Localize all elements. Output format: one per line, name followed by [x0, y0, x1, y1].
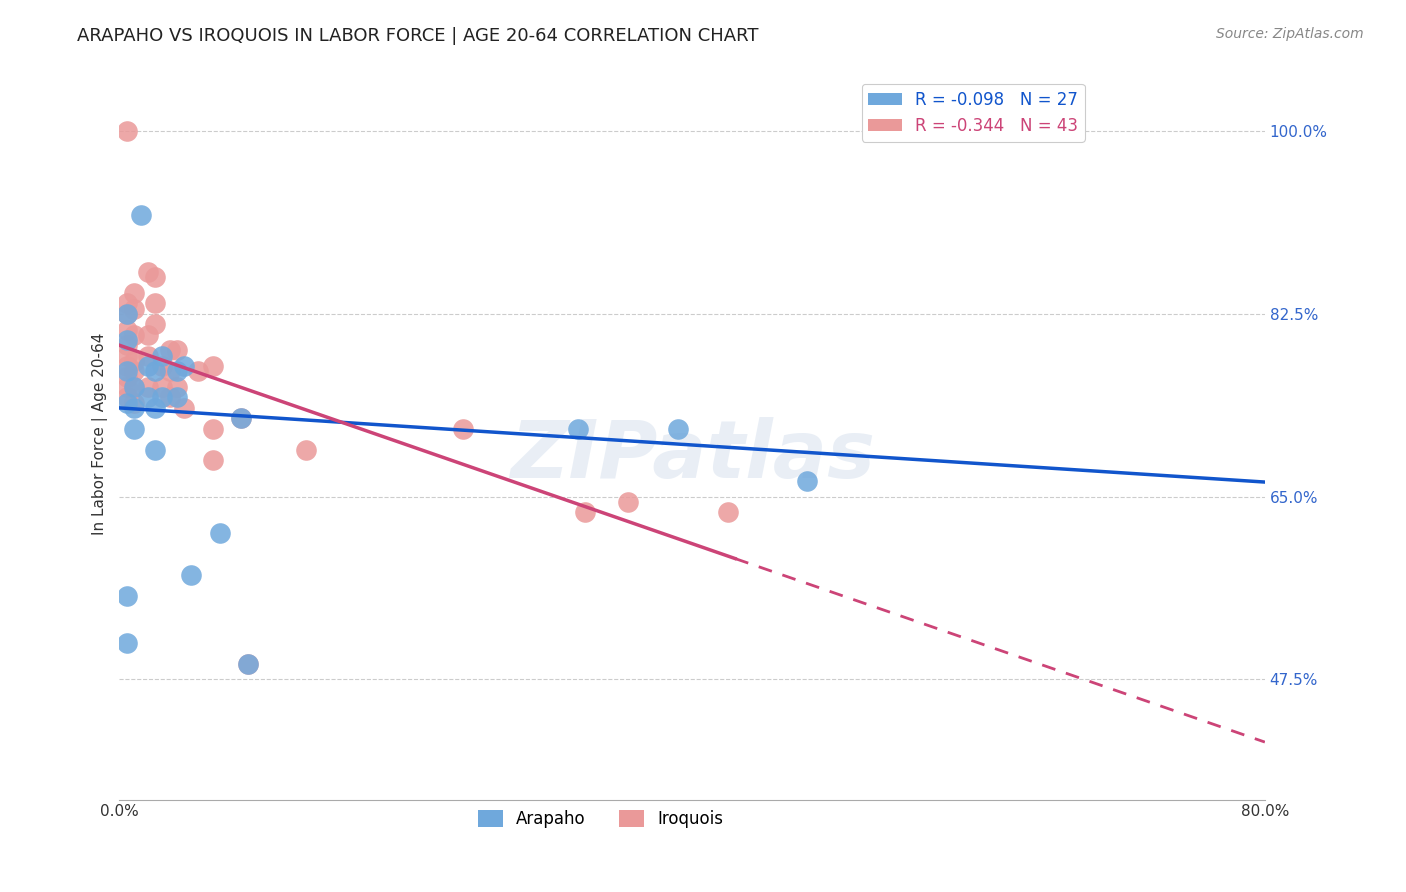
Point	[115, 395, 138, 409]
Point	[143, 442, 166, 457]
Point	[115, 349, 138, 363]
Point	[231, 411, 253, 425]
Point	[166, 343, 188, 358]
Point	[201, 453, 224, 467]
Text: ARAPAHO VS IROQUOIS IN LABOR FORCE | AGE 20-64 CORRELATION CHART: ARAPAHO VS IROQUOIS IN LABOR FORCE | AGE…	[77, 27, 759, 45]
Y-axis label: In Labor Force | Age 20-64: In Labor Force | Age 20-64	[93, 333, 108, 535]
Point	[201, 359, 224, 373]
Point	[115, 307, 138, 321]
Point	[115, 307, 138, 321]
Point	[159, 343, 181, 358]
Point	[152, 380, 174, 394]
Point	[122, 301, 145, 316]
Point	[159, 391, 181, 405]
Point	[143, 401, 166, 415]
Point	[159, 364, 181, 378]
Text: ZIPatlas: ZIPatlas	[509, 417, 875, 495]
Point	[122, 401, 145, 415]
Point	[122, 395, 145, 409]
Point	[143, 364, 166, 378]
Point	[122, 354, 145, 368]
Point	[122, 422, 145, 436]
Point	[166, 391, 188, 405]
Point	[567, 422, 589, 436]
Point	[115, 338, 138, 352]
Point	[115, 380, 138, 394]
Point	[173, 401, 195, 415]
Point	[152, 359, 174, 373]
Text: Source: ZipAtlas.com: Source: ZipAtlas.com	[1216, 27, 1364, 41]
Point	[115, 391, 138, 405]
Point	[574, 505, 596, 519]
Point	[122, 364, 145, 378]
Legend: Arapaho, Iroquois: Arapaho, Iroquois	[471, 804, 730, 835]
Point	[115, 636, 138, 650]
Point	[115, 296, 138, 310]
Point	[115, 364, 138, 378]
Point	[152, 391, 174, 405]
Point	[115, 333, 138, 347]
Point	[666, 422, 689, 436]
Point	[152, 349, 174, 363]
Point	[122, 327, 145, 342]
Point	[166, 380, 188, 394]
Point	[187, 364, 209, 378]
Point	[122, 380, 145, 394]
Point	[136, 327, 159, 342]
Point	[796, 474, 818, 488]
Point	[136, 349, 159, 363]
Point	[238, 657, 260, 671]
Point	[136, 265, 159, 279]
Point	[122, 286, 145, 301]
Point	[115, 322, 138, 336]
Point	[115, 359, 138, 373]
Point	[717, 505, 740, 519]
Point	[451, 422, 474, 436]
Point	[208, 526, 231, 541]
Point	[231, 411, 253, 425]
Point	[136, 391, 159, 405]
Point	[201, 422, 224, 436]
Point	[180, 568, 202, 582]
Point	[173, 359, 195, 373]
Point	[143, 270, 166, 285]
Point	[238, 657, 260, 671]
Point	[136, 380, 159, 394]
Point	[166, 364, 188, 378]
Point	[122, 380, 145, 394]
Point	[115, 369, 138, 384]
Point	[136, 359, 159, 373]
Point	[129, 208, 152, 222]
Point	[294, 442, 316, 457]
Point	[115, 589, 138, 603]
Point	[143, 318, 166, 332]
Point	[115, 124, 138, 138]
Point	[616, 495, 638, 509]
Point	[143, 296, 166, 310]
